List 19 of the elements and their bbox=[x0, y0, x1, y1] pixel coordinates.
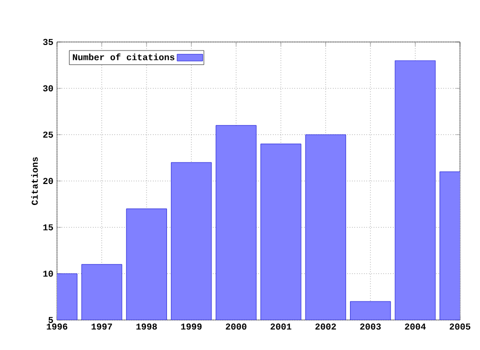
x-tick-label: 2002 bbox=[315, 324, 336, 330]
y-tick-label: 35 bbox=[43, 38, 54, 46]
legend-label: Number of citations bbox=[72, 54, 174, 60]
x-tick-label: 1999 bbox=[181, 324, 202, 330]
y-tick-label: 20 bbox=[43, 178, 53, 184]
y-tick-label: 15 bbox=[43, 224, 54, 230]
x-tick-label: 2000 bbox=[226, 324, 246, 330]
y-tick-label: 30 bbox=[43, 85, 53, 92]
y-tick-label: 25 bbox=[43, 132, 54, 138]
x-tick-label: 1998 bbox=[136, 324, 157, 330]
x-tick-label: 2004 bbox=[404, 324, 426, 330]
x-tick-label: 2003 bbox=[360, 324, 381, 330]
y-tick-label: 10 bbox=[43, 270, 53, 277]
y-tick-label: 5 bbox=[48, 316, 54, 323]
x-tick-label: 1996 bbox=[46, 324, 68, 330]
x-tick-label: 2001 bbox=[270, 324, 292, 330]
x-tick-label: 1997 bbox=[92, 324, 112, 330]
y-axis-title: Citations bbox=[31, 157, 38, 205]
x-tick-label: 2005 bbox=[450, 324, 470, 330]
